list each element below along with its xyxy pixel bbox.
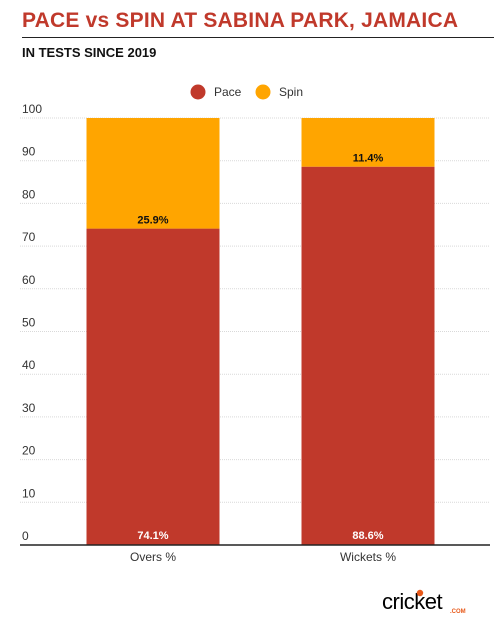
data-label-spin-1: 11.4%: [353, 153, 384, 165]
legend-label-pace: Pace: [214, 85, 242, 99]
legend-marker-spin: [255, 84, 271, 100]
y-tick-label: 10: [22, 486, 36, 500]
title-divider: [22, 37, 494, 38]
y-tick-label: 100: [22, 102, 42, 116]
legend-marker-pace: [190, 84, 206, 100]
x-tick-label: Wickets %: [340, 550, 396, 564]
logo-domain: .COM: [450, 609, 466, 615]
cricket-com-logo: cricket .COM: [380, 585, 480, 625]
y-tick-label: 30: [22, 401, 36, 415]
y-tick-label: 60: [22, 273, 36, 287]
legend-label-spin: Spin: [279, 85, 303, 99]
logo-dot: [416, 589, 424, 597]
stacked-bar-chart: Pace Spin 0 10 20 30 40 50 60 70 80 90 100 74.1% 25.9%…: [20, 84, 490, 564]
data-label-pace-0: 74.1%: [137, 530, 168, 542]
chart-title: PACE vs SPIN AT SABINA PARK, JAMAICA: [22, 9, 459, 32]
y-tick-label: 40: [22, 358, 36, 372]
y-tick-label: 0: [22, 529, 29, 543]
y-tick-label: 50: [22, 316, 36, 330]
bar-spin-1: [301, 118, 435, 167]
x-tick-label: Overs %: [130, 550, 176, 564]
data-label-pace-1: 88.6%: [352, 530, 383, 542]
bar-pace-1: [301, 166, 435, 546]
y-tick-label: 90: [22, 145, 36, 159]
logo-wordmark: cricket: [382, 589, 442, 614]
logo-graphic: cricket: [382, 589, 443, 614]
data-label-spin-0: 25.9%: [137, 215, 168, 227]
bar-spin-0: [86, 118, 220, 229]
y-tick-label: 20: [22, 444, 36, 458]
y-tick-label: 70: [22, 230, 36, 244]
chart-subtitle: IN TESTS SINCE 2019: [22, 45, 157, 60]
bar-pace-0: [86, 228, 220, 545]
y-tick-label: 80: [22, 187, 36, 201]
